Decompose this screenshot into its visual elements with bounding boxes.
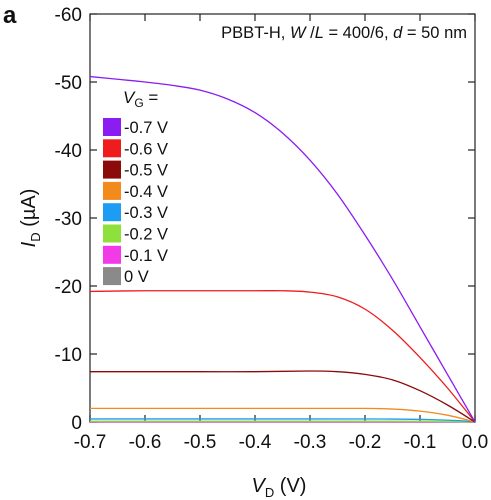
curve-vg-0p6v	[89, 290, 476, 423]
data-curves	[89, 75, 476, 423]
panel-label: a	[3, 2, 17, 29]
x-axis-title: VD (V)	[252, 475, 307, 500]
legend-label: 0 V	[124, 268, 149, 286]
legend-swatch	[103, 181, 121, 200]
length-symbol: L	[315, 24, 324, 42]
legend-label: -0.1 V	[124, 247, 168, 265]
x-tick-label: 0.0	[462, 432, 488, 453]
y-tick-label: -60	[55, 5, 82, 26]
legend: -0.7 V -0.6 V -0.5 V -0.4 V -0.3 V -0.2 V -0.1…	[103, 118, 168, 286]
x-axis-sub: D	[265, 485, 274, 500]
legend-title-sub: G	[134, 96, 143, 110]
y-tick-label: 0	[71, 413, 82, 434]
legend-title: VG =	[123, 88, 158, 110]
ratio-value: = 400/6,	[324, 24, 393, 42]
curve-vg-0p7v	[89, 75, 476, 423]
y-tick-label: -20	[55, 277, 82, 298]
legend-label: -0.7 V	[124, 119, 168, 137]
ratio-slash: /	[306, 24, 316, 42]
y-axis-title: ID (µA)	[18, 189, 43, 248]
x-tick-label: -0.6	[129, 432, 162, 453]
legend-swatch	[103, 245, 121, 264]
legend-swatch	[103, 139, 121, 158]
x-tick-label: -0.2	[349, 432, 382, 453]
x-axis-main: V	[252, 475, 267, 497]
legend-swatch	[103, 118, 121, 136]
device-annotation: PBBT-H, W /L = 400/6, d = 50 nm	[221, 24, 467, 42]
x-tick-label: -0.7	[74, 432, 107, 453]
legend-swatch	[103, 203, 121, 222]
curve-vg-0p4v	[90, 407, 476, 423]
curve-vg-0p2v	[89, 420, 476, 423]
legend-label: -0.4 V	[124, 183, 168, 201]
y-tick-label: -30	[55, 209, 82, 230]
legend-title-main: V	[123, 88, 136, 107]
curve-vg-0p5v	[89, 370, 476, 423]
thickness-value: = 50 nm	[402, 24, 467, 42]
width-symbol: W	[290, 24, 307, 42]
y-axis-unit: (µA)	[18, 189, 40, 233]
legend-label: -0.2 V	[124, 226, 168, 244]
legend-swatch	[103, 224, 121, 243]
legend-swatch	[103, 160, 121, 179]
legend-label: -0.5 V	[124, 162, 168, 180]
legend-label: -0.6 V	[124, 140, 168, 158]
x-tick-label: -0.3	[294, 432, 327, 453]
x-tick-label: -0.5	[184, 432, 217, 453]
y-tick-label: -50	[55, 73, 82, 94]
x-axis-unit: (V)	[274, 475, 306, 497]
x-tick-label: -0.1	[404, 432, 437, 453]
x-tick-label: -0.4	[239, 432, 272, 453]
curve-vg-0p3v	[89, 418, 476, 423]
y-axis-sub: D	[28, 232, 43, 241]
legend-label: -0.3 V	[124, 204, 168, 222]
y-tick-label: -10	[55, 345, 82, 366]
legend-swatch	[103, 267, 121, 286]
device-name: PBBT-H,	[221, 24, 290, 42]
axis-ticks: -0.7 -0.6 -0.5 -0.4 -0.3 -0.2 -0.1 0.0 0 -10 -20 -3…	[55, 5, 489, 453]
legend-title-suffix: =	[144, 88, 159, 107]
y-tick-label: -40	[55, 141, 82, 162]
thickness-symbol: d	[393, 24, 403, 42]
y-axis-main: I	[18, 241, 40, 247]
